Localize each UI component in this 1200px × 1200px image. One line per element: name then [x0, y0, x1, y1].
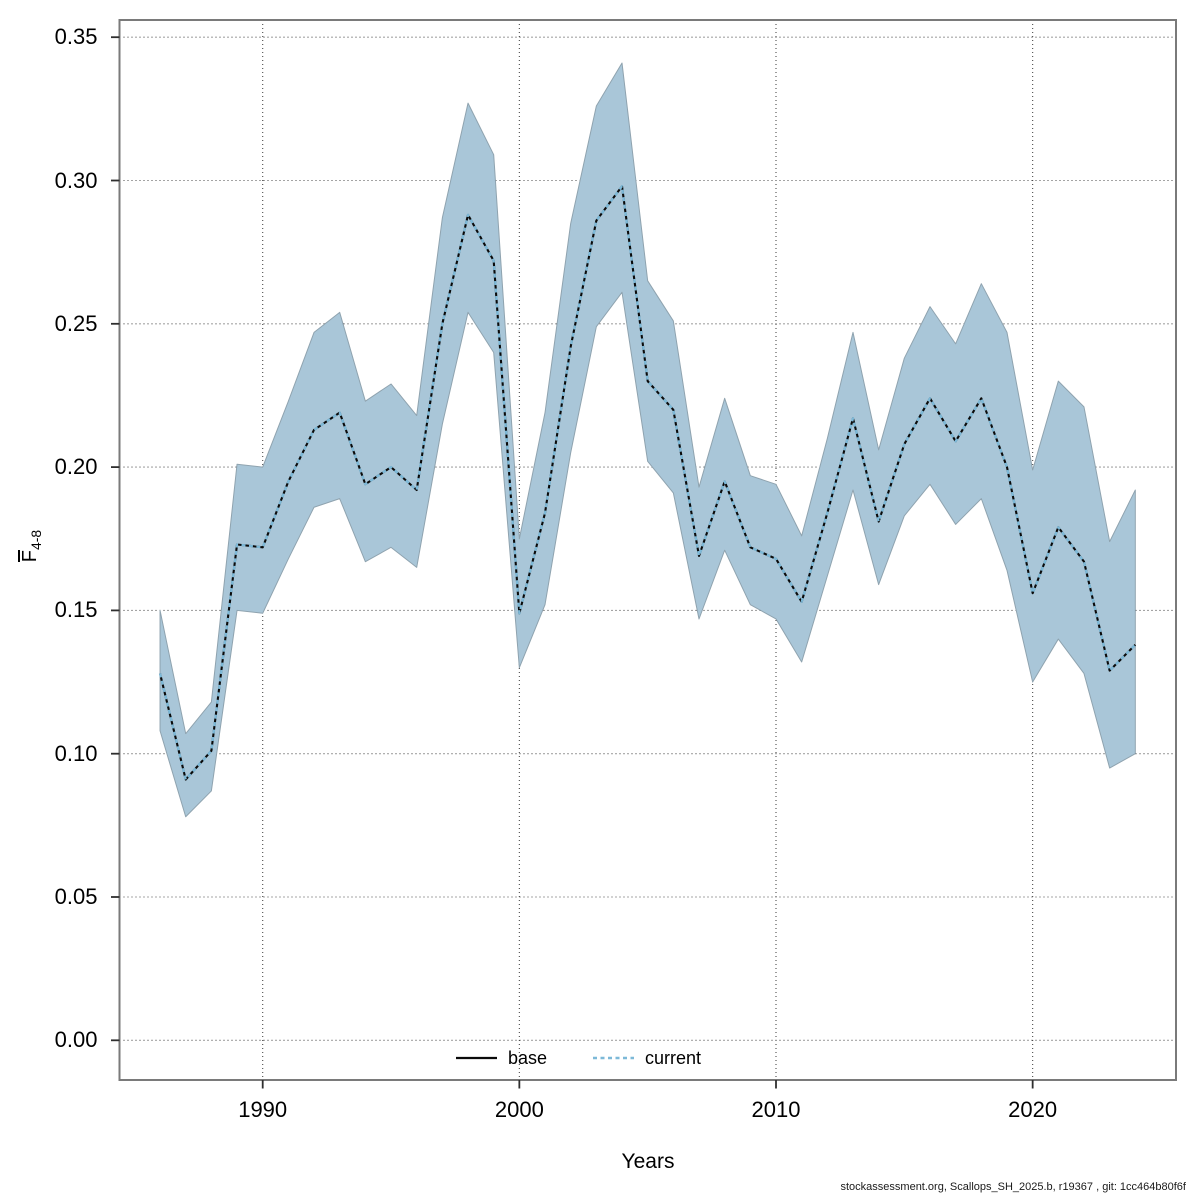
plot-frame: [118, 19, 1177, 1081]
current-line-series: [158, 185, 1137, 781]
confidence-band: [159, 62, 1136, 818]
